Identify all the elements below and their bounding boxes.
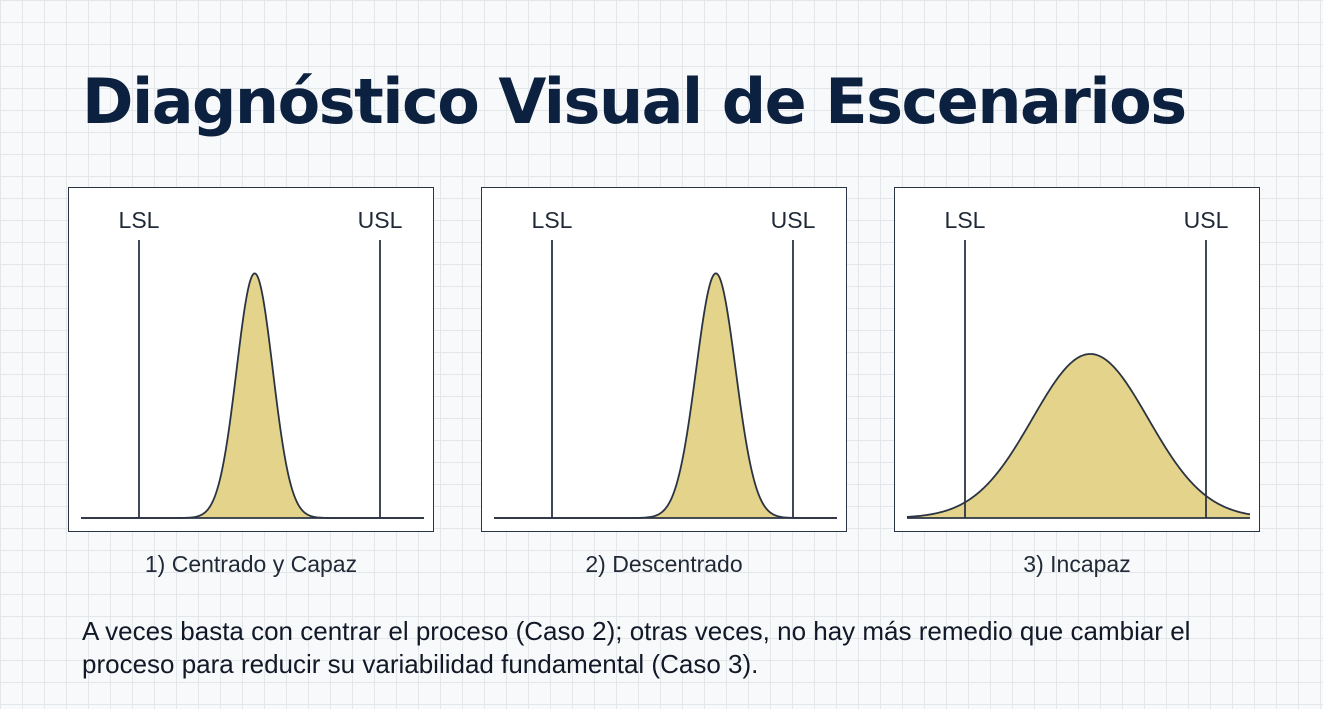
distribution-area — [81, 273, 424, 518]
usl-label: USL — [358, 207, 403, 233]
scenario-panel-off-center: LSL USL — [481, 187, 847, 532]
distribution-area — [907, 353, 1250, 518]
distribution-plot-incapable: LSL USL — [906, 207, 1251, 519]
explanation-note: A veces basta con centrar el proceso (Ca… — [82, 616, 1191, 679]
lsl-label: LSL — [532, 207, 573, 233]
distribution-area — [494, 273, 837, 518]
distribution-plot-centered: LSL USL — [81, 207, 424, 519]
caption-off-center: 2) Descentrado — [585, 551, 743, 577]
usl-label: USL — [771, 207, 816, 233]
caption-centered: 1) Centrado y Capaz — [144, 551, 358, 577]
distribution-curve — [494, 272, 837, 519]
page-title: Diagnóstico Visual de Escenarios — [82, 65, 1187, 138]
scenario-panel-incapable: LSL USL — [894, 187, 1260, 532]
lsl-label: LSL — [945, 207, 986, 233]
scenario-panel-centered: LSL USL — [68, 187, 434, 532]
distribution-plot-off-center: LSL USL — [494, 207, 837, 519]
caption-incapable: 3) Incapaz — [1023, 551, 1131, 577]
lsl-label: LSL — [119, 207, 160, 233]
usl-label: USL — [1184, 207, 1229, 233]
